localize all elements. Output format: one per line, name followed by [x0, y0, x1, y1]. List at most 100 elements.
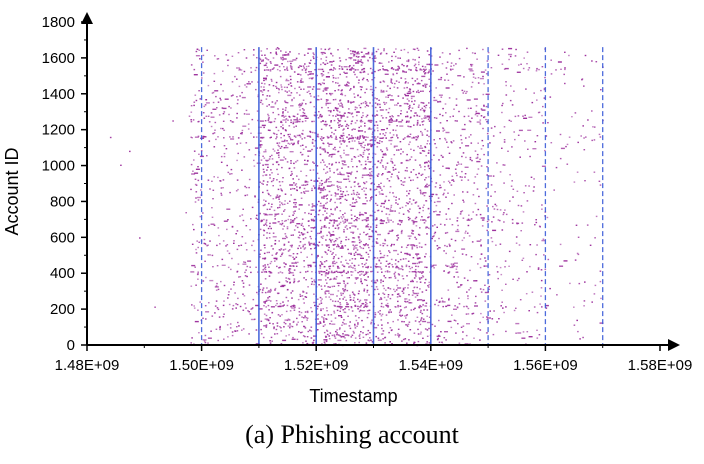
scatter-point: [212, 132, 214, 135]
scatter-point: [309, 73, 311, 75]
scatter-point: [364, 193, 367, 196]
scatter-point: [278, 89, 280, 91]
scatter-point: [416, 124, 419, 126]
scatter-point: [421, 275, 424, 277]
scatter-point: [303, 54, 306, 56]
scatter-point: [337, 122, 339, 124]
scatter-point: [462, 325, 465, 327]
scatter-point: [482, 127, 484, 130]
scatter-point: [196, 240, 198, 242]
scatter-point: [300, 115, 302, 117]
scatter-point: [375, 242, 378, 244]
scatter-point: [290, 246, 293, 248]
scatter-point: [340, 294, 343, 296]
scatter-point: [388, 250, 390, 252]
scatter-point: [379, 106, 381, 108]
scatter-point: [198, 120, 200, 123]
scatter-point: [418, 104, 420, 106]
scatter-point: [341, 264, 344, 266]
scatter-point: [250, 132, 252, 134]
scatter-point: [337, 266, 339, 268]
scatter-point: [352, 116, 354, 118]
scatter-point: [375, 241, 378, 243]
scatter-point: [505, 306, 507, 308]
scatter-point: [379, 53, 382, 55]
scatter-point: [513, 309, 516, 312]
scatter-point: [315, 99, 320, 101]
scatter-point: [385, 132, 387, 134]
scatter-point: [214, 90, 219, 92]
scatter-point: [419, 69, 421, 71]
scatter-point: [400, 309, 402, 311]
scatter-point: [261, 182, 263, 185]
scatter-point: [350, 306, 353, 308]
scatter-point: [293, 219, 295, 221]
scatter-point: [207, 115, 210, 117]
scatter-point: [373, 129, 376, 131]
scatter-point: [436, 214, 441, 216]
scatter-point: [331, 262, 336, 265]
scatter-point: [449, 182, 451, 184]
scatter-point: [383, 101, 385, 104]
scatter-point: [491, 221, 493, 223]
scatter-point: [241, 214, 244, 216]
scatter-point: [496, 271, 499, 273]
scatter-point: [424, 278, 427, 281]
scatter-point: [321, 183, 324, 185]
scatter-point: [387, 70, 389, 72]
scatter-point: [340, 335, 345, 338]
scatter-point: [318, 272, 321, 274]
scatter-point: [329, 219, 331, 221]
scatter-point: [192, 119, 195, 121]
scatter-point: [374, 153, 377, 155]
scatter-point: [202, 212, 204, 214]
scatter-point: [382, 292, 384, 294]
scatter-point: [433, 267, 435, 269]
scatter-point: [320, 51, 325, 54]
scatter-point: [318, 270, 323, 273]
scatter-point: [291, 290, 294, 292]
scatter-point: [190, 111, 193, 113]
scatter-point: [431, 180, 433, 183]
scatter-point: [339, 146, 341, 149]
scatter-point: [293, 202, 297, 204]
scatter-point: [526, 200, 529, 202]
scatter-point: [397, 137, 399, 139]
scatter-point: [380, 280, 382, 282]
scatter-point: [461, 284, 463, 286]
scatter-point: [563, 260, 568, 262]
scatter-point: [571, 116, 573, 118]
scatter-point: [306, 160, 309, 162]
scatter-point: [382, 133, 384, 135]
scatter-point: [206, 245, 208, 247]
scatter-point: [574, 112, 577, 114]
scatter-point: [419, 306, 421, 308]
scatter-point: [546, 216, 549, 219]
scatter-point: [269, 177, 271, 179]
scatter-point: [271, 340, 273, 342]
scatter-point: [304, 335, 306, 338]
scatter-point: [341, 66, 343, 68]
scatter-point: [393, 145, 398, 147]
scatter-point: [194, 183, 197, 186]
scatter-point: [292, 321, 295, 323]
scatter-point: [404, 338, 407, 340]
scatter-point: [259, 253, 261, 255]
scatter-point: [390, 258, 393, 261]
scatter-point: [343, 231, 345, 233]
scatter-point: [466, 191, 469, 193]
scatter-point: [356, 114, 358, 117]
scatter-point: [458, 163, 460, 165]
scatter-point: [260, 60, 263, 62]
scatter-point: [409, 217, 411, 220]
scatter-point: [401, 265, 403, 267]
scatter-point: [278, 181, 281, 183]
scatter-point: [379, 244, 382, 246]
scatter-point: [368, 235, 373, 238]
scatter-point: [347, 127, 349, 129]
scatter-point: [216, 265, 219, 267]
scatter-point: [205, 276, 207, 279]
scatter-point: [389, 210, 394, 212]
scatter-point: [241, 73, 244, 75]
scatter-point: [328, 222, 331, 224]
